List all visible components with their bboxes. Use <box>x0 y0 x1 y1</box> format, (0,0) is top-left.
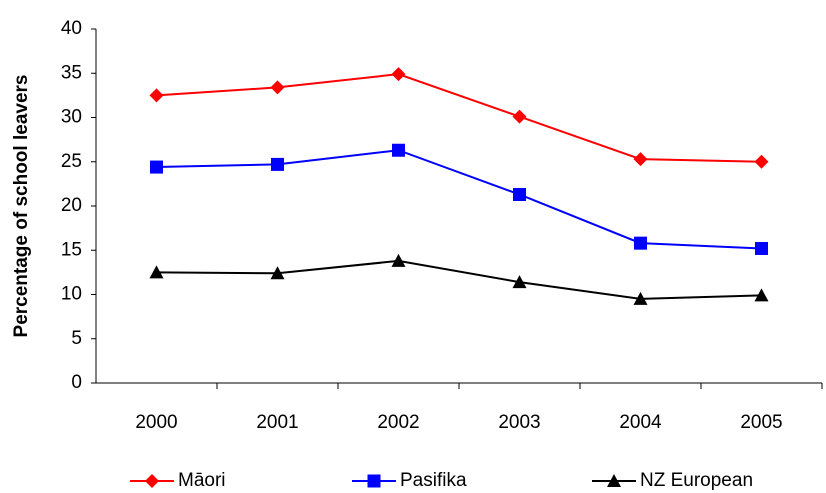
marker <box>754 154 769 169</box>
y-tick-label: 15 <box>61 239 82 260</box>
legend-label: Māori <box>178 470 226 491</box>
y-axis-label: Percentage of school leavers <box>11 75 32 338</box>
marker <box>391 253 406 267</box>
y-tick-label: 25 <box>61 151 82 172</box>
marker <box>270 80 285 95</box>
marker <box>755 241 768 255</box>
marker <box>270 266 285 280</box>
marker <box>271 157 284 171</box>
x-tick-label: 2003 <box>498 412 540 433</box>
marker <box>633 152 648 167</box>
x-tick-label: 2002 <box>377 412 419 433</box>
marker <box>513 187 526 201</box>
x-tick-label: 2001 <box>256 412 298 433</box>
marker <box>607 474 621 487</box>
marker <box>149 88 164 103</box>
marker <box>512 275 527 289</box>
series-line <box>156 149 762 250</box>
x-tick-label: 2000 <box>135 412 177 433</box>
marker <box>145 474 159 488</box>
marker <box>150 160 163 174</box>
y-tick-label: 5 <box>71 328 82 349</box>
y-tick-label: 20 <box>61 195 82 216</box>
series-line <box>156 73 762 163</box>
marker <box>754 288 769 302</box>
y-tick-label: 30 <box>61 107 82 128</box>
y-tick-label: 0 <box>71 372 82 393</box>
series-line <box>156 259 762 300</box>
marker <box>391 67 406 82</box>
marker <box>367 474 381 488</box>
marker <box>149 265 164 279</box>
marker <box>512 109 527 124</box>
x-tick-label: 2004 <box>619 412 662 433</box>
y-tick-label: 40 <box>61 18 82 39</box>
legend-label: NZ European <box>640 470 753 491</box>
x-tick-label: 2005 <box>740 412 782 433</box>
marker <box>634 236 647 250</box>
marker <box>633 291 648 305</box>
legend-label: Pasifika <box>400 470 467 491</box>
y-tick-label: 35 <box>61 62 82 83</box>
marker <box>392 143 405 157</box>
y-tick-label: 10 <box>61 284 82 305</box>
